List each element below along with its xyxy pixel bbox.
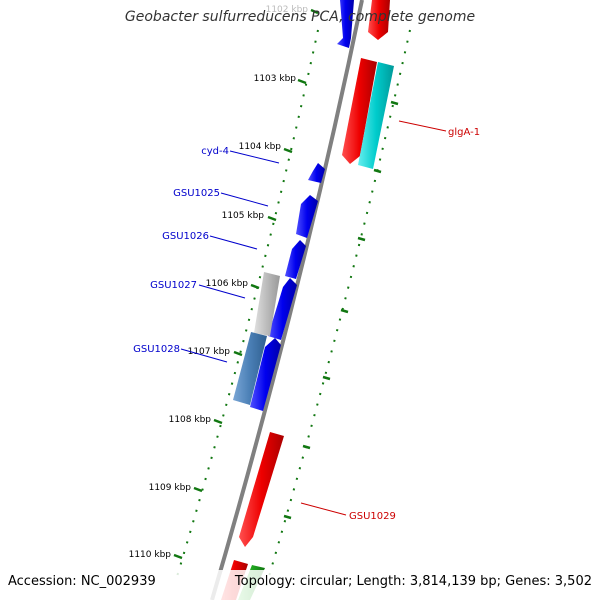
gene-label-cyd-4[interactable]: cyd-4 — [201, 146, 229, 157]
leader-lines — [180, 120, 447, 516]
footer-background — [0, 570, 600, 600]
map-title: Geobacter sulfurreducens PCA, complete g… — [124, 9, 476, 25]
gene-block-steel[interactable] — [233, 332, 267, 405]
tick-mark — [213, 418, 223, 425]
inner-dotted-track — [175, 29, 319, 581]
tick-label: 1104 kbp — [239, 142, 282, 152]
leader-line-glga-1 — [398, 120, 447, 132]
outer-tick-mark — [390, 100, 399, 106]
outer-tick-mark — [283, 514, 292, 520]
outer-tick-mark — [373, 168, 382, 174]
forward-strand-genes — [221, 0, 394, 600]
tick-label: 1105 kbp — [222, 211, 265, 221]
leader-line-gsu1028 — [180, 348, 228, 363]
leader-line-gsu1027 — [198, 284, 246, 299]
gene-label-gsu1029[interactable]: GSU1029 — [349, 511, 396, 522]
accession-text: Accession: NC_002939 — [8, 574, 156, 589]
gene-arrow-gsu1027[interactable] — [268, 278, 297, 340]
gene-label-gsu1025[interactable]: GSU1025 — [173, 188, 220, 199]
tick-label: 1110 kbp — [129, 550, 172, 560]
gene-arrow-gsu1028[interactable] — [250, 338, 281, 411]
gene-label-glga-1[interactable]: glgA-1 — [448, 127, 480, 138]
outer-tick-mark — [357, 236, 366, 242]
tick-labels: 1102 kbp 1103 kbp 1104 kbp 1105 kbp 1106… — [129, 5, 309, 560]
tick-label: 1106 kbp — [206, 279, 249, 289]
reverse-strand-genes — [233, 0, 354, 411]
tick-label: 1103 kbp — [254, 74, 297, 84]
leader-line-cyd-4 — [229, 150, 280, 164]
outer-tick-mark — [340, 308, 349, 314]
gene-label-gsu1027[interactable]: GSU1027 — [150, 280, 197, 291]
genome-summary-text: Topology: circular; Length: 3,814,139 bp… — [234, 574, 592, 589]
gene-block-gray[interactable] — [254, 272, 280, 336]
gene-arrow-gsu1025[interactable] — [296, 195, 318, 238]
outer-tick-mark — [322, 375, 331, 381]
backbone — [210, 0, 364, 600]
gene-arrow-top-red[interactable] — [368, 0, 390, 40]
tick-label: 1107 kbp — [188, 347, 231, 357]
tick-label: 1108 kbp — [169, 415, 212, 425]
gene-arrow-gsu1029[interactable] — [239, 432, 284, 547]
gene-arrow-glga-1[interactable] — [342, 58, 377, 164]
gene-arrow-top-blue[interactable] — [337, 0, 354, 48]
tick-mark — [267, 215, 277, 222]
gene-arrow-cyd-4[interactable] — [308, 163, 325, 183]
tick-mark — [250, 283, 260, 290]
leader-line-gsu1025 — [220, 192, 269, 207]
tick-marks — [173, 8, 319, 560]
gene-block-cyan[interactable] — [358, 62, 394, 169]
gene-label-gsu1026[interactable]: GSU1026 — [162, 231, 209, 242]
gene-label-gsu1028[interactable]: GSU1028 — [133, 344, 180, 355]
gene-arrow-gsu1026[interactable] — [285, 240, 306, 279]
tick-mark — [193, 486, 203, 493]
leader-line-gsu1026 — [209, 235, 258, 250]
tick-label: 1102 kbp — [266, 5, 309, 15]
tick-mark — [283, 147, 293, 154]
outer-dotted-track — [264, 29, 411, 591]
tick-mark — [173, 553, 183, 560]
tick-mark — [297, 78, 307, 85]
tick-label: 1109 kbp — [149, 483, 192, 493]
tick-mark — [310, 8, 319, 15]
outer-tick-mark — [302, 444, 311, 450]
outer-tick-marks — [283, 100, 399, 520]
leader-line-gsu1029 — [300, 502, 347, 516]
gene-labels: cyd-4 GSU1025 GSU1026 GSU1027 GSU1028 gl… — [133, 127, 480, 522]
tick-mark — [233, 350, 243, 357]
